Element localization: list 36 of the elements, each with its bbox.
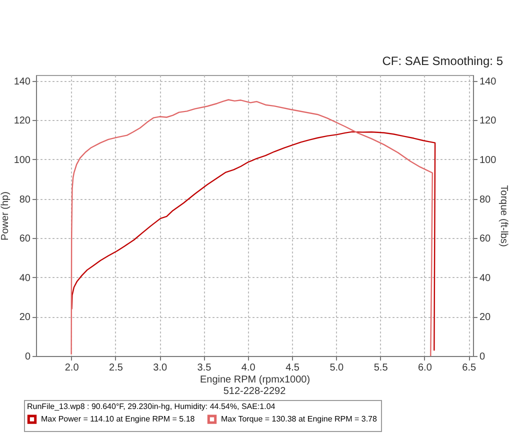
x-tick-label: 5.0 bbox=[330, 362, 344, 374]
x-tick-label: 2.5 bbox=[109, 362, 124, 374]
y2-tick-label: 100 bbox=[480, 154, 497, 166]
y-tick-label: 80 bbox=[19, 194, 31, 206]
y2-tick-label: 120 bbox=[480, 116, 497, 127]
y-tick-label: 60 bbox=[19, 234, 31, 245]
line-series bbox=[71, 131, 436, 351]
x-tick-label: 5.5 bbox=[374, 362, 388, 374]
y-tick-label: 100 bbox=[14, 154, 31, 166]
y-axis-title: Power (hp) bbox=[0, 192, 11, 240]
text: 512-228-2292 bbox=[222, 386, 287, 397]
legend-label: Max Torque = 130.38 at Engine RPM = 3.78 bbox=[221, 414, 378, 424]
y-tick-label: 140 bbox=[14, 76, 31, 88]
x-tick-label: 6.0 bbox=[418, 362, 432, 374]
y-tick-label: 0 bbox=[24, 352, 31, 362]
x-tick-label: 4.5 bbox=[286, 362, 300, 374]
x-tick-label: 3.0 bbox=[153, 362, 168, 374]
x-tick-label: 6.5 bbox=[462, 362, 476, 374]
x-tick-label: 3.5 bbox=[197, 362, 212, 374]
y-tick-label: 20 bbox=[19, 312, 31, 324]
x-axis-title: Engine RPM (rpmx1000) bbox=[200, 374, 310, 386]
legend-title: RunFile_13.wp8 : 90.640°F, 29.230in-hg, Humidity: 44.54%, SAE:1.04 bbox=[27, 402, 276, 411]
y2-tick-label: 140 bbox=[480, 76, 497, 88]
x-tick-label: 4.0 bbox=[241, 362, 256, 374]
y2-tick-label: 20 bbox=[480, 312, 492, 324]
x-tick-label: 2.0 bbox=[64, 362, 80, 374]
y2-tick-label: 0 bbox=[480, 352, 486, 362]
line-series bbox=[70, 99, 433, 356]
y-tick-label: 40 bbox=[19, 272, 31, 284]
y-tick-label: 120 bbox=[14, 116, 31, 127]
y2-tick-label: 40 bbox=[480, 272, 492, 284]
chart-title: CF: SAE Smoothing: 5 bbox=[382, 54, 504, 68]
y2-tick-label: 60 bbox=[480, 234, 492, 245]
y2-axis-title: Torque (ft-lbs) bbox=[498, 185, 510, 247]
y2-tick-label: 80 bbox=[480, 194, 492, 206]
legend-label: Max Power = 114.10 at Engine RPM = 5.18 bbox=[41, 414, 196, 424]
